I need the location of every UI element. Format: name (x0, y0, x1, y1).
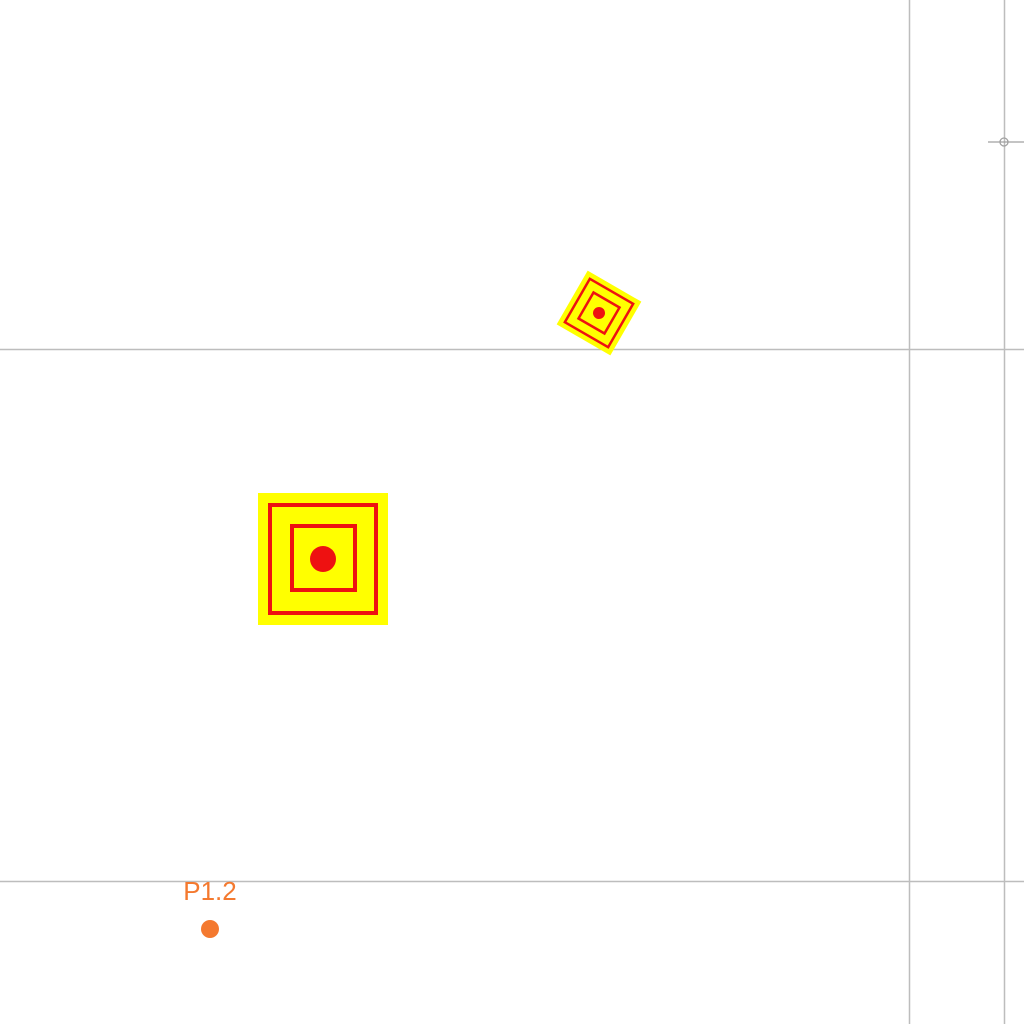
point-p1-2[interactable]: P1.2 (183, 876, 237, 938)
target-marker-large[interactable] (258, 493, 388, 625)
crosshair-icon[interactable] (988, 137, 1024, 147)
point-marker[interactable] (201, 920, 219, 938)
point-label: P1.2 (183, 876, 237, 906)
target-marker-small-rotated[interactable] (556, 270, 642, 356)
